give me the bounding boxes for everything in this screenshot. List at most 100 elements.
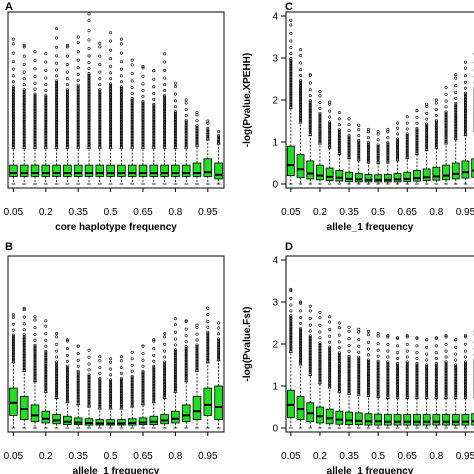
outlier-point bbox=[163, 388, 167, 392]
outlier-point bbox=[425, 127, 429, 131]
outlier-point bbox=[11, 74, 15, 78]
outlier-group bbox=[65, 43, 69, 149]
outlier-point bbox=[119, 127, 123, 131]
outlier-point bbox=[163, 385, 167, 389]
outlier-point bbox=[87, 19, 91, 23]
x-tick-label: 0.65 bbox=[398, 451, 418, 462]
outlier-point bbox=[11, 60, 15, 64]
outlier-point bbox=[22, 138, 26, 142]
outlier-point bbox=[119, 92, 123, 96]
outlier-point bbox=[289, 63, 293, 67]
outlier-point bbox=[347, 343, 351, 347]
outlier-point bbox=[65, 389, 69, 393]
outlier-point bbox=[289, 85, 293, 89]
outlier-point bbox=[318, 129, 322, 133]
outlier-group bbox=[98, 355, 102, 410]
y-tick-label: 0 bbox=[272, 424, 278, 435]
outlier-point bbox=[141, 383, 145, 387]
outlier-point bbox=[44, 102, 48, 106]
outlier-point bbox=[33, 349, 37, 353]
outlier-group bbox=[206, 119, 210, 141]
outlier-point bbox=[405, 349, 409, 353]
outlier-point bbox=[173, 363, 177, 367]
box bbox=[117, 419, 126, 426]
outlier-point bbox=[289, 57, 293, 61]
outlier-point bbox=[444, 382, 448, 386]
outlier-point bbox=[299, 338, 303, 342]
outlier-point bbox=[152, 369, 156, 373]
outlier-point bbox=[119, 113, 123, 117]
outlier-point bbox=[289, 76, 293, 80]
outlier-point bbox=[415, 372, 419, 376]
x-tick-label: 0.35 bbox=[339, 451, 359, 462]
outlier-point bbox=[11, 94, 15, 98]
outlier-point bbox=[184, 367, 188, 371]
outlier-group bbox=[454, 338, 458, 399]
outlier-point bbox=[11, 313, 15, 317]
outlier-point bbox=[98, 129, 102, 133]
outlier-point bbox=[22, 70, 26, 74]
outlier-point bbox=[11, 80, 15, 84]
outlier-point bbox=[119, 88, 123, 92]
outlier-point bbox=[141, 126, 145, 130]
outlier-point bbox=[173, 139, 177, 143]
outlier-point bbox=[65, 386, 69, 390]
outlier-point bbox=[65, 88, 69, 92]
outlier-point bbox=[130, 98, 134, 102]
outlier-point bbox=[109, 98, 113, 102]
outlier-point bbox=[44, 141, 48, 145]
outlier-point bbox=[415, 134, 419, 138]
outlier-point bbox=[308, 113, 312, 117]
outlier-point bbox=[308, 110, 312, 114]
outlier-point bbox=[318, 132, 322, 136]
outlier-point bbox=[33, 367, 37, 371]
outlier-point bbox=[206, 354, 210, 358]
y-tick-label: 4 bbox=[272, 12, 278, 23]
outlier-point bbox=[463, 124, 467, 128]
outlier-point bbox=[195, 140, 199, 144]
outlier-point bbox=[337, 147, 341, 151]
outlier-group bbox=[141, 64, 145, 149]
outlier-point bbox=[22, 45, 26, 49]
outlier-point bbox=[119, 381, 123, 385]
x-tick-label: 0.65 bbox=[133, 451, 153, 462]
outlier-point bbox=[22, 353, 26, 357]
outlier-point bbox=[87, 110, 91, 114]
outlier-point bbox=[308, 125, 312, 129]
outlier-point bbox=[76, 123, 80, 127]
box bbox=[63, 415, 72, 426]
outlier-point bbox=[184, 349, 188, 353]
outlier-point bbox=[98, 95, 102, 99]
outlier-point bbox=[87, 383, 91, 387]
outlier-point bbox=[98, 398, 102, 402]
outlier-point bbox=[98, 123, 102, 127]
outlier-point bbox=[87, 127, 91, 131]
outlier-point bbox=[55, 120, 59, 124]
outlier-point bbox=[98, 404, 102, 408]
outlier-point bbox=[318, 353, 322, 357]
outlier-point bbox=[98, 119, 102, 123]
outlier-point bbox=[318, 128, 322, 132]
outlier-point bbox=[109, 133, 113, 137]
outlier-point bbox=[65, 392, 69, 396]
outlier-point bbox=[11, 113, 15, 117]
outlier-point bbox=[152, 117, 156, 121]
outlier-point bbox=[76, 393, 80, 397]
outlier-point bbox=[55, 74, 59, 78]
outlier-point bbox=[87, 46, 91, 50]
outlier-point bbox=[195, 353, 199, 357]
outlier-point bbox=[163, 135, 167, 139]
outlier-point bbox=[328, 135, 332, 139]
outlier-point bbox=[76, 85, 80, 89]
outlier-point bbox=[163, 83, 167, 87]
outlier-point bbox=[44, 374, 48, 378]
outlier-point bbox=[163, 392, 167, 396]
outlier-point bbox=[109, 387, 113, 391]
outlier-point bbox=[109, 391, 113, 395]
outlier-point bbox=[376, 387, 380, 391]
outlier-point bbox=[44, 126, 48, 130]
outlier-point bbox=[396, 370, 400, 374]
outlier-point bbox=[357, 364, 361, 368]
outlier-group bbox=[434, 98, 438, 149]
outlier-point bbox=[152, 91, 156, 95]
